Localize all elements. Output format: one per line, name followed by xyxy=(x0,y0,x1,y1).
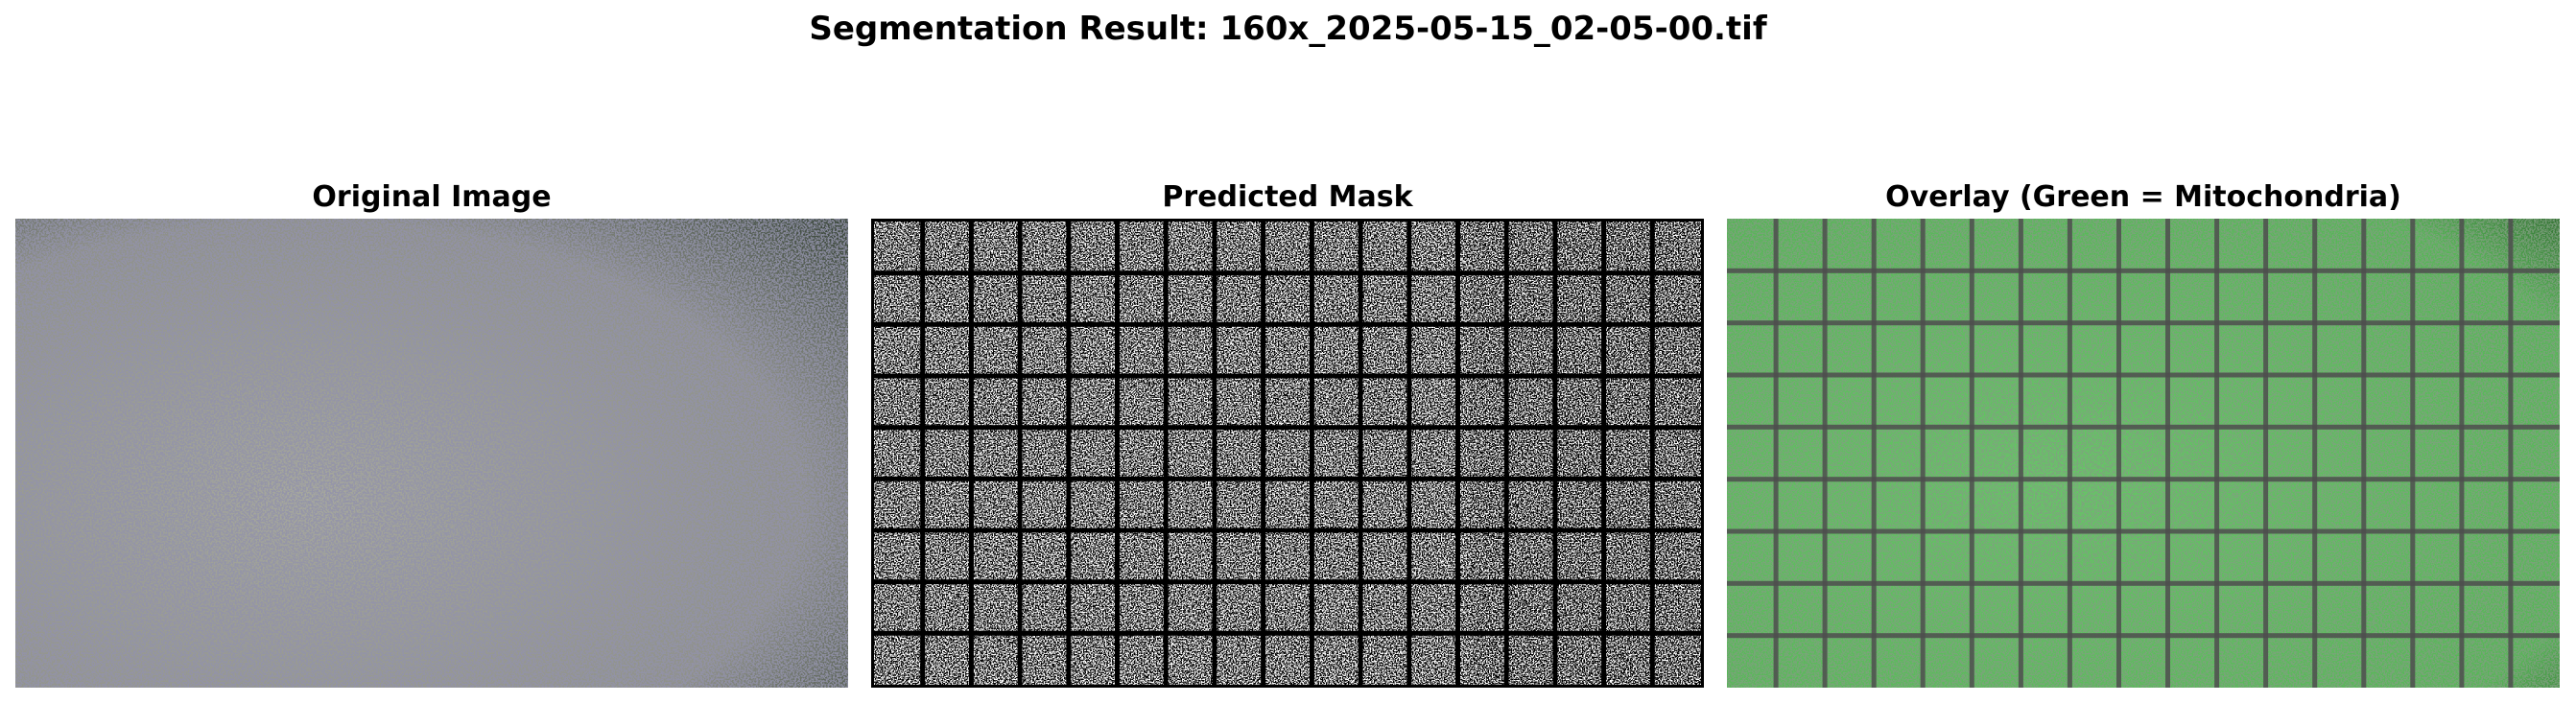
grid-line-horizontal xyxy=(874,425,1701,431)
grid-line-vertical xyxy=(1309,222,1314,685)
grid-line-vertical xyxy=(1773,219,1779,688)
grid-line-vertical xyxy=(1649,222,1655,685)
grid-line-vertical xyxy=(1822,219,1828,688)
grid-line-vertical xyxy=(920,222,926,685)
overlay-image xyxy=(1727,219,2560,688)
original-image-title: Original Image xyxy=(312,180,552,214)
grid-line-horizontal xyxy=(874,270,1701,276)
grid-line-vertical xyxy=(1163,222,1169,685)
grid-line-vertical xyxy=(1503,222,1509,685)
grid-line-horizontal xyxy=(1727,528,2560,534)
grid-line-vertical xyxy=(1552,222,1558,685)
grid-line-vertical xyxy=(1358,222,1363,685)
grid-line-vertical xyxy=(2263,219,2269,688)
grid-line-horizontal xyxy=(874,476,1701,481)
grid-line-vertical xyxy=(2361,219,2367,688)
grid-line-vertical xyxy=(2459,219,2465,688)
grid-line-vertical xyxy=(2214,219,2220,688)
grid-line-vertical xyxy=(1969,219,1974,688)
grid-line-vertical xyxy=(968,222,974,685)
mask-speckles-edge xyxy=(1469,222,1701,685)
grid-line-horizontal xyxy=(1727,372,2560,378)
grid-line-vertical xyxy=(1920,219,1926,688)
grid-line-vertical xyxy=(2116,219,2121,688)
grid-line-vertical xyxy=(2067,219,2072,688)
predicted-mask-panel xyxy=(871,219,1704,688)
grid-line-vertical xyxy=(1066,222,1072,685)
grid-line-vertical xyxy=(2410,219,2416,688)
grid-line-vertical xyxy=(1871,219,1877,688)
grid-line-horizontal xyxy=(1727,320,2560,326)
grid-line-vertical xyxy=(1212,222,1217,685)
grid-line-horizontal xyxy=(1727,477,2560,482)
grid-line-horizontal xyxy=(874,321,1701,327)
grid-line-vertical xyxy=(1601,222,1607,685)
grid-line-vertical xyxy=(1455,222,1460,685)
original-image xyxy=(15,219,848,688)
grid-line-horizontal xyxy=(1727,268,2560,273)
figure-title: Segmentation Result: 160x_2025-05-15_02-… xyxy=(809,10,1767,48)
grid-line-vertical xyxy=(2312,219,2318,688)
grid-line-horizontal xyxy=(1727,580,2560,586)
grid-line-horizontal xyxy=(874,630,1701,636)
grid-line-horizontal xyxy=(874,527,1701,533)
predicted-mask xyxy=(874,222,1701,685)
grid-line-horizontal xyxy=(874,579,1701,585)
grid-line-horizontal xyxy=(874,373,1701,379)
grid-line-vertical xyxy=(1115,222,1120,685)
predicted-mask-title: Predicted Mask xyxy=(1162,180,1413,214)
grid-line-vertical xyxy=(2508,219,2514,688)
grid-line-horizontal xyxy=(1727,424,2560,430)
grid-line-vertical xyxy=(1261,222,1266,685)
grid-line-vertical xyxy=(2165,219,2170,688)
grid-line-vertical xyxy=(1406,222,1412,685)
original-image-panel xyxy=(15,219,848,688)
grid-line-vertical xyxy=(2018,219,2023,688)
overlay-panel xyxy=(1727,219,2560,688)
grid-line-vertical xyxy=(1017,222,1023,685)
grid-line-horizontal xyxy=(1727,633,2560,639)
overlay-title: Overlay (Green = Mitochondria) xyxy=(1885,180,2401,214)
